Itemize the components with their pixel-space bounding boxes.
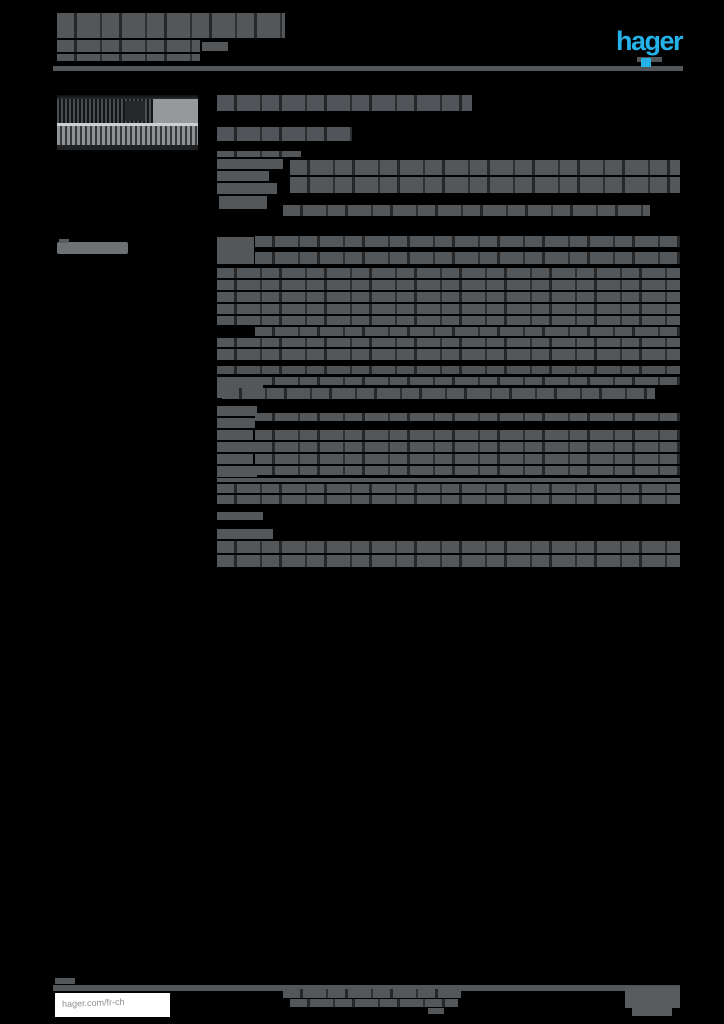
paragraph-line-blob bbox=[217, 292, 680, 302]
row-label-blob bbox=[217, 151, 301, 157]
text-line-blob bbox=[217, 541, 680, 553]
label-line-blob bbox=[217, 454, 253, 464]
footer-tick-blob bbox=[55, 978, 75, 984]
paragraph-line-blob bbox=[217, 268, 680, 278]
header-title-line-1 bbox=[57, 13, 285, 38]
footer-site-box: hager.com/fr-ch bbox=[55, 993, 170, 1017]
label-line-blob bbox=[217, 529, 273, 539]
footer-center-line-blob bbox=[283, 989, 461, 998]
header-title-line-2 bbox=[57, 40, 200, 52]
product-photo-highlight bbox=[57, 123, 198, 126]
label-line-blob bbox=[217, 159, 283, 169]
paragraph-line-blob bbox=[255, 466, 680, 475]
text-line-blob bbox=[255, 377, 680, 385]
footer-page-box-small bbox=[632, 1008, 672, 1016]
text-line-blob bbox=[255, 252, 680, 264]
label-line-blob bbox=[217, 171, 269, 181]
label-line-blob bbox=[219, 196, 267, 209]
text-line-blob bbox=[255, 327, 680, 336]
text-line-blob bbox=[290, 177, 680, 193]
label-line-blob bbox=[217, 183, 277, 194]
text-line-blob bbox=[283, 205, 650, 216]
word-row-blob bbox=[217, 366, 680, 374]
text-line-blob bbox=[255, 236, 680, 247]
paragraph-line-blob bbox=[217, 316, 680, 325]
footer-site-link[interactable]: hager.com/fr-ch bbox=[61, 996, 125, 1009]
product-photo-bottom-edge bbox=[57, 145, 198, 150]
header-subtitle-line bbox=[57, 54, 200, 61]
text-line-blob bbox=[217, 338, 680, 347]
footer-center-line-blob bbox=[290, 999, 458, 1007]
label-line-blob bbox=[217, 466, 257, 477]
footer-center-mark-blob bbox=[428, 1008, 444, 1014]
text-line-blob bbox=[217, 555, 680, 567]
thin-rule-blob bbox=[217, 478, 680, 482]
label-line-blob bbox=[217, 406, 257, 416]
text-line-blob bbox=[255, 413, 680, 421]
product-photo-upper-band bbox=[57, 99, 198, 123]
header-divider bbox=[53, 66, 683, 71]
hager-logo-text: hager bbox=[615, 26, 684, 56]
paragraph-line-blob bbox=[217, 280, 680, 290]
product-photo-top-edge bbox=[57, 95, 198, 99]
product-photo-connector bbox=[125, 101, 145, 121]
row-label-blob bbox=[217, 512, 263, 520]
paragraph-line-blob bbox=[255, 442, 680, 452]
product-title-blob bbox=[217, 95, 472, 111]
hager-logo: hager bbox=[590, 26, 684, 56]
reference-pill bbox=[57, 242, 128, 254]
header-title-line-2b bbox=[202, 42, 228, 51]
logo-descender-mark bbox=[641, 58, 651, 67]
label-line-blob bbox=[217, 442, 257, 452]
paragraph-line-blob bbox=[217, 304, 680, 314]
text-line-blob bbox=[217, 495, 680, 504]
label-line-blob bbox=[217, 430, 253, 440]
section-heading-blob bbox=[217, 127, 352, 141]
label-line-blob bbox=[217, 418, 255, 428]
paragraph-line-blob bbox=[255, 430, 680, 440]
text-line-blob bbox=[222, 388, 655, 399]
footer-divider bbox=[53, 985, 680, 991]
text-line-blob bbox=[217, 349, 680, 360]
text-line-blob bbox=[290, 160, 680, 175]
product-photo-lower-ribs bbox=[57, 126, 198, 145]
footer-page-box bbox=[625, 987, 680, 1008]
reference-pill-tab bbox=[59, 239, 69, 243]
text-line-blob bbox=[217, 484, 680, 493]
paragraph-line-blob bbox=[255, 454, 680, 464]
product-photo bbox=[57, 95, 198, 150]
label-block-blob bbox=[217, 237, 254, 264]
